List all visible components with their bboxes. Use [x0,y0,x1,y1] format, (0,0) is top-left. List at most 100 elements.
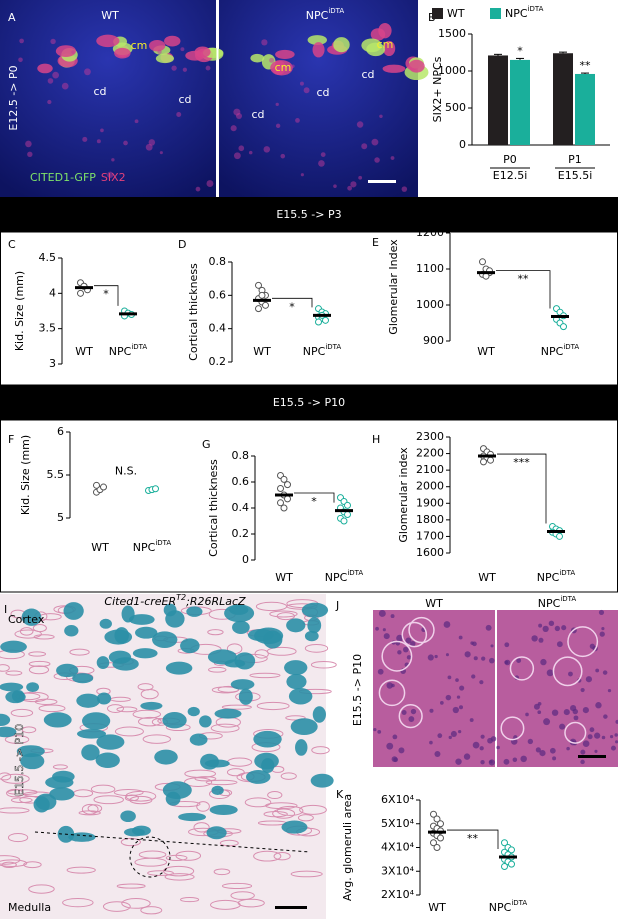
nucleus [275,102,279,107]
text-part: * [103,288,109,301]
lacz-cell [284,660,308,676]
lacz-cell [247,628,274,642]
lacz-cell [261,758,275,774]
nucleus [490,644,494,648]
nucleus [391,683,395,688]
nucleus [445,653,449,657]
nucleus [533,703,540,710]
condition-label: E15.5 -> P10 [351,654,364,726]
nucleus [375,626,379,631]
text-part: ** [518,273,530,286]
lacz-cell [187,706,200,717]
lacz-cell [45,776,74,789]
x-tick-label: WT [75,345,93,358]
nucleus [480,734,485,739]
text-part: * [311,495,317,508]
y-tick-label: 1000 [416,298,444,311]
cell-blob [37,63,53,74]
text-part: F [8,433,14,446]
y-tick-label: 2100 [416,463,444,476]
tissue-strand [19,627,34,636]
y-tick-label: 3X10⁴ [381,864,415,877]
y-tick-label: 0.4 [209,322,227,335]
glomerulus [378,679,406,707]
tissue-strand [256,701,290,711]
nucleus [538,637,544,643]
y-tick-label: 2X10⁴ [381,888,415,901]
lacz-cell [0,713,11,727]
tissue-strand [263,810,288,818]
y-tick-label: 900 [423,334,444,347]
cell-blob [307,35,327,45]
lacz-cell [165,610,185,628]
nucleus [52,71,59,79]
data-point [508,860,515,868]
panel-title: Cited1-creERT2;R26RLacZ [104,593,246,609]
nucleus [356,121,364,128]
cell-blob [361,38,382,53]
text-part: 4 [49,286,56,299]
nucleus [82,136,88,142]
text-part: 5 [57,511,64,524]
lacz-cell [81,744,100,761]
y-tick-label: 1000 [438,64,466,77]
nucleus [504,642,510,648]
tissue-strand [253,850,282,862]
condition-label: E15.5 -> P10 [13,724,26,796]
nucleus [450,730,457,738]
nucleus [145,143,153,151]
nucleus [397,650,402,655]
tissue-strand [221,882,253,890]
y-axis-label: Glomerular Index [387,239,400,335]
lacz-cell [154,749,178,765]
tissue-strand [249,672,281,679]
nucleus [488,759,495,766]
y-tick-label: 2000 [416,480,444,493]
tissue-strand [164,873,195,881]
lacz-cell [301,602,329,618]
nucleus [300,173,304,177]
significance: * [289,300,295,313]
nucleus [531,635,538,642]
lacz-cell [99,618,112,629]
nucleus [542,625,549,633]
lacz-cell [286,618,306,633]
nucleus [585,676,593,683]
lacz-cell [253,730,282,748]
text-part: 0.4 [232,501,250,514]
y-tick-label: 1600 [416,546,444,559]
nucleus [347,185,352,191]
nucleus [71,50,75,54]
nucleus [47,78,54,84]
nucleus [535,747,541,753]
lacz-cell [96,734,125,750]
text-part: WT [428,901,446,914]
nucleus [275,123,281,129]
tissue-strand [269,610,298,618]
nucleus [238,145,245,152]
legend-label: NPCiDTA [505,5,544,20]
y-tick-label: 1100 [416,262,444,275]
lacz-cell [286,674,307,690]
lacz-cell [312,706,326,723]
superscript: iDTA [560,595,576,603]
text-part: 1000 [416,298,444,311]
region-label: cd [178,93,191,106]
data-point [556,532,563,540]
lacz-cell [165,661,193,675]
panel-letter: I [4,603,7,616]
nucleus [463,753,471,760]
section-header-text: E15.5 -> P10 [273,396,345,409]
tissue-strand [114,726,144,737]
nucleus [566,746,570,751]
nucleus [445,694,452,701]
nucleus [458,730,462,734]
nucleus [408,716,415,722]
region-label: cd [316,86,329,99]
superscript: iDTA [511,899,527,907]
tissue-strand [120,837,141,847]
nucleus [455,758,462,765]
tissue-strand [310,660,337,669]
micrograph [373,610,495,767]
nucleus [615,719,618,724]
